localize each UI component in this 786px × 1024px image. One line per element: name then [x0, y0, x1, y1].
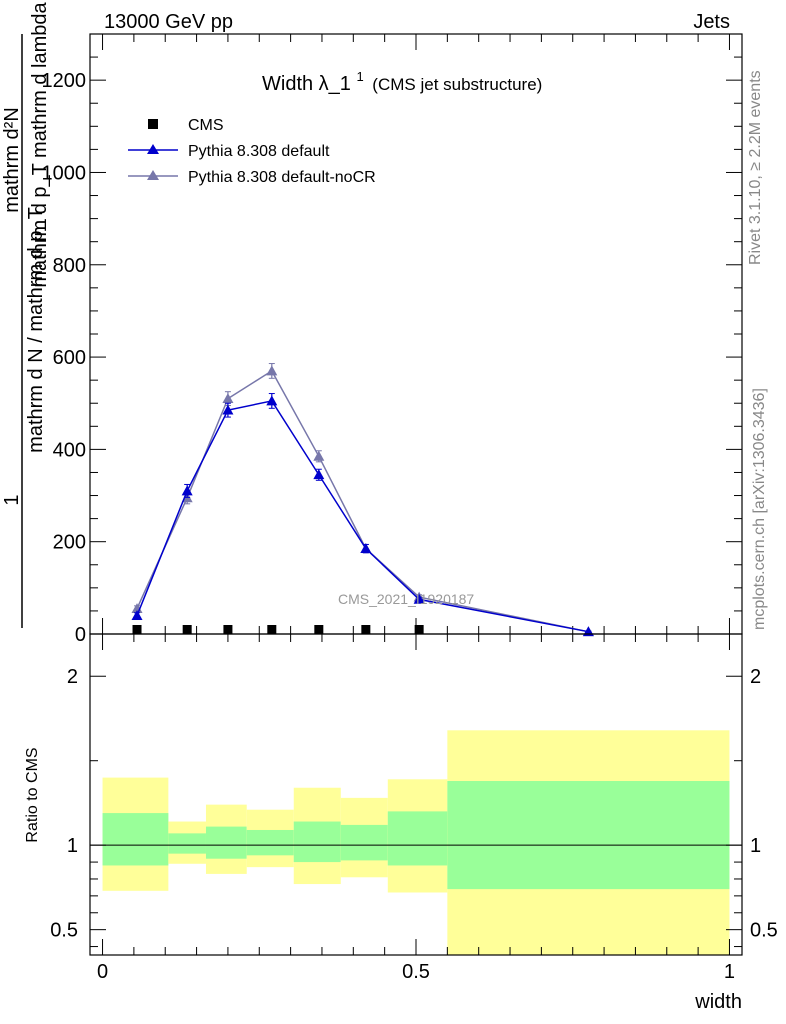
x-axis-label: width — [694, 991, 742, 1013]
legend-default-marker — [147, 144, 159, 154]
plot-subtitle: (CMS jet substructure) — [372, 75, 542, 94]
point-pythia-nocr-2 — [222, 393, 234, 404]
main-y-label: 1 mathrm d N / mathrm d p_T mathrm d²N m… — [1, 1, 51, 628]
main-y-tick-label-1: 200 — [53, 532, 86, 554]
point-pythia-default-5 — [360, 543, 372, 554]
energy-label: 13000 GeV pp — [104, 11, 233, 33]
point-cms-5 — [361, 625, 371, 634]
point-pythia-default-6 — [413, 593, 425, 604]
plot-title: Width λ_1 1 (CMS jet substructure) — [262, 64, 542, 95]
ratio-y-label: Ratio to CMS — [24, 747, 41, 842]
ratio-band-inner-1 — [168, 833, 206, 854]
main-y-tick-label-2: 400 — [53, 439, 86, 461]
legend-item-pythia-default: Pythia 8.308 default — [128, 143, 330, 160]
ratio-band-inner-3 — [246, 829, 294, 856]
point-pythia-default-0 — [131, 610, 143, 620]
legend-cms-label: CMS — [188, 117, 224, 134]
series-line-pythia-nocr — [136, 369, 589, 633]
y-label-derivative: mathrm d²N — [1, 107, 23, 213]
ratio-band-inner-6 — [387, 811, 448, 866]
point-pythia-default-1 — [181, 485, 193, 496]
main-plot: 0 200 400 600 800 1000 1200 — [42, 33, 743, 646]
ratio-y-tick-label-right-2: 2 — [750, 666, 761, 688]
point-pythia-nocr-3 — [266, 365, 278, 376]
legend-nocr-label: Pythia 8.308 default-noCR — [188, 169, 376, 186]
ratio-band-inner-4 — [293, 821, 341, 863]
series-line-pythia-default — [136, 400, 589, 633]
ratio-band-inner-7 — [447, 780, 730, 890]
ratio-y-tick-label-left-1: 1 — [67, 835, 78, 857]
point-cms-6 — [414, 625, 424, 634]
process-label: Jets — [693, 11, 730, 33]
main-y-tick-label-0: 0 — [75, 624, 86, 646]
ratio-band-inner-5 — [340, 824, 388, 861]
plot-title-main: Width λ_1 — [262, 73, 351, 95]
legend: CMS Pythia 8.308 default Pythia 8.308 de… — [128, 117, 376, 186]
point-cms-4 — [314, 625, 324, 634]
legend-cms-marker — [148, 119, 158, 129]
point-pythia-nocr-4 — [313, 450, 325, 461]
point-pythia-default-2 — [222, 404, 234, 415]
point-cms-0 — [132, 625, 142, 634]
point-cms-2 — [223, 625, 233, 634]
ratio-band-inner-0 — [102, 813, 169, 866]
plot-title-sup: 1 — [357, 69, 364, 84]
y-label-denominator: mathrm d N / mathrm d p_T — [25, 207, 47, 453]
ratio-y-tick-label-left-2: 2 — [67, 666, 78, 688]
y-label-numerator: 1 — [1, 494, 23, 505]
point-pythia-default-3 — [266, 395, 278, 406]
legend-item-pythia-nocr: Pythia 8.308 default-noCR — [128, 169, 376, 186]
ratio-band-inner-2 — [205, 826, 247, 859]
ratio-y-tick-label-left-0: 0.5 — [50, 920, 78, 942]
legend-item-cms: CMS — [148, 117, 224, 134]
y-label-derivative-den: mathrm d p_T mathrm d lambda — [29, 1, 51, 287]
main-y-tick-label-5: 1000 — [42, 162, 87, 184]
x-tick-label-2: 1 — [724, 961, 735, 983]
point-cms-1 — [182, 625, 192, 634]
x-tick-label-0: 0 — [97, 961, 108, 983]
main-y-tick-label-4: 800 — [53, 255, 86, 277]
mcplots-label: mcplots.cern.ch [arXiv:1306.3436] — [751, 388, 768, 630]
x-tick-label-1: 0.5 — [402, 961, 430, 983]
point-pythia-default-4 — [313, 469, 325, 480]
ratio-y-tick-label-right-0: 0.5 — [750, 920, 778, 942]
legend-nocr-marker — [147, 170, 159, 180]
point-cms-3 — [267, 625, 277, 634]
main-y-tick-label-6: 1200 — [42, 70, 87, 92]
ratio-y-tick-label-right-1: 1 — [750, 835, 761, 857]
legend-default-label: Pythia 8.308 default — [188, 143, 330, 160]
ratio-plot: 0 0.5 1 0.5 0.5 1 1 2 2 — [50, 633, 778, 983]
analysis-watermark: CMS_2021_I1920187 — [338, 591, 474, 607]
main-y-tick-label-3: 600 — [53, 347, 86, 369]
rivet-label: Rivet 3.1.10, ≥ 2.2M events — [747, 70, 764, 265]
